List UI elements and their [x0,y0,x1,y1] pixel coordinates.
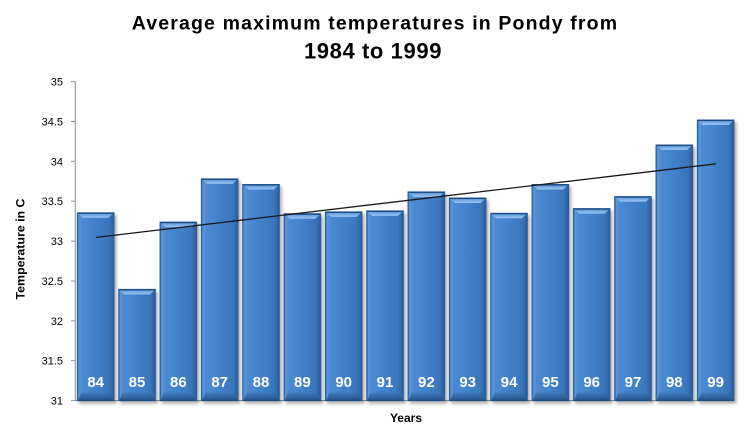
svg-text:32: 32 [51,316,63,328]
svg-text:33: 33 [51,236,63,248]
svg-text:93: 93 [459,374,476,391]
svg-text:91: 91 [377,374,394,391]
svg-text:85: 85 [129,374,146,391]
svg-text:35: 35 [51,77,63,89]
svg-text:Temperature in C: Temperature in C [14,198,28,299]
svg-text:31: 31 [51,396,63,408]
svg-text:95: 95 [542,374,559,391]
svg-text:31.5: 31.5 [42,356,63,368]
svg-text:89: 89 [294,374,311,391]
svg-text:34.5: 34.5 [42,117,63,129]
svg-text:96: 96 [583,374,600,391]
svg-text:33.5: 33.5 [42,196,63,208]
svg-text:Average maximum temperatures i: Average maximum temperatures in Pondy fr… [132,13,618,35]
svg-text:99: 99 [707,374,724,391]
svg-text:88: 88 [253,374,270,391]
svg-text:98: 98 [666,374,683,391]
svg-text:90: 90 [335,374,352,391]
svg-text:32.5: 32.5 [42,276,63,288]
svg-text:92: 92 [418,374,435,391]
svg-text:34: 34 [51,156,63,168]
svg-text:1984 to 1999: 1984 to 1999 [304,38,442,63]
svg-text:Years: Years [390,411,422,425]
svg-text:86: 86 [170,374,187,391]
svg-text:94: 94 [501,374,518,391]
svg-text:97: 97 [625,374,642,391]
svg-text:87: 87 [211,374,228,391]
svg-text:84: 84 [87,374,104,391]
